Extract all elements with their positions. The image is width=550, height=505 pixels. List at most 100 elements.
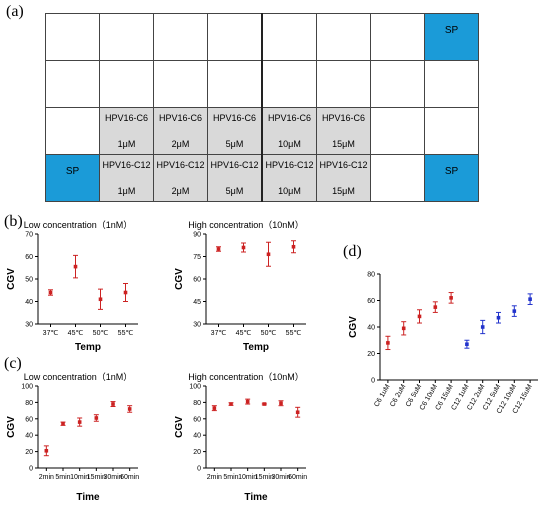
x-axis-label: Time xyxy=(76,492,100,503)
data-point xyxy=(449,296,453,300)
x-tick-label: 5min xyxy=(223,474,238,481)
plate-cell-sample: HPV16-C6 5μM xyxy=(207,107,263,155)
y-tick-label: 90 xyxy=(193,232,201,239)
plate-row: HPV16-C6 1μM HPV16-C6 2μM HPV16-C6 5μM HPV16-C… xyxy=(45,107,479,155)
data-point xyxy=(229,402,233,406)
plate-cell-label: SP xyxy=(65,166,80,177)
data-point xyxy=(123,290,128,295)
x-tick-label: 2min xyxy=(207,474,222,481)
plate-cell-label: HPV16-C12 xyxy=(210,159,259,170)
plate-layout-grid: SP HPV16-C6 1μM HPV16-C6 2μM HPV16-C6 5μM HPV16… xyxy=(45,13,479,202)
y-axis-label: CGV xyxy=(174,268,185,290)
plate-cell-label: HPV16-C6 xyxy=(321,112,366,123)
y-tick-label: 100 xyxy=(189,384,201,391)
plate-cell-sample: HPV16-C12 10μM xyxy=(261,154,317,202)
y-tick-label: 45 xyxy=(193,299,201,306)
data-point xyxy=(417,314,422,319)
data-point xyxy=(262,402,267,406)
data-point xyxy=(291,244,296,249)
plate-cell-empty xyxy=(45,60,100,108)
plate-cell-sample: HPV16-C6 10μM xyxy=(261,107,317,155)
data-point xyxy=(44,448,49,453)
data-point xyxy=(48,290,53,295)
y-tick-label: 30 xyxy=(193,322,201,329)
data-point xyxy=(98,297,103,302)
plate-cell-concentration: 5μM xyxy=(225,138,244,149)
y-axis-label: CGV xyxy=(6,416,17,438)
data-point xyxy=(111,402,115,406)
data-point xyxy=(480,325,485,329)
chart-c-low-concentration-time: Low concentration（1nM） 0 20 40 60 80 100 CGV 2mi… xyxy=(6,372,139,503)
plate-cell-sample: HPV16-C6 15μM xyxy=(316,107,371,155)
x-tick-label: 60min xyxy=(120,474,139,481)
y-tick-label: 20 xyxy=(367,351,375,358)
data-point xyxy=(241,245,246,250)
plate-cell-empty xyxy=(153,13,208,61)
plate-cell-label: HPV16-C12 xyxy=(102,159,151,170)
y-tick-label: 75 xyxy=(193,254,201,261)
plate-cell-empty xyxy=(207,60,263,108)
y-axis-label: CGV xyxy=(348,316,359,338)
y-tick-label: 40 xyxy=(25,433,33,440)
plate-cell-empty xyxy=(316,60,371,108)
panel-label-a: (a) xyxy=(6,3,24,20)
chart-b-low-concentration-temp: Low concentration（1nM） 30 40 50 60 70 CGV 37℃ 45… xyxy=(6,220,138,353)
x-tick-label: 15min xyxy=(255,474,274,481)
plate-cell-sp: SP xyxy=(424,13,479,61)
data-point xyxy=(386,341,390,345)
panel-label-d: (d) xyxy=(343,243,362,260)
plate-cell-sample: HPV16-C6 1μM xyxy=(99,107,154,155)
x-tick-label: 2min xyxy=(39,474,54,481)
plate-table: SP HPV16-C6 1μM HPV16-C6 2μM HPV16-C6 5μM HPV16… xyxy=(45,13,479,202)
y-tick-label: 80 xyxy=(367,272,375,279)
plate-cell-concentration: 1μM xyxy=(117,185,136,196)
data-point xyxy=(279,401,283,406)
plate-cell-empty xyxy=(207,13,263,61)
plate-cell-concentration: 1μM xyxy=(117,138,136,149)
y-tick-label: 100 xyxy=(21,384,33,391)
data-point xyxy=(266,252,271,257)
chart-b-high-concentration-temp: High concentration（10nM） 30 45 60 75 90 CGV 37℃… xyxy=(174,220,306,353)
data-point xyxy=(127,407,132,411)
x-tick-label: 10min xyxy=(70,474,89,481)
y-tick-label: 0 xyxy=(197,466,201,473)
y-tick-label: 50 xyxy=(25,277,33,284)
plate-cell-empty xyxy=(370,154,425,202)
y-axis-label: CGV xyxy=(174,416,185,438)
data-point xyxy=(77,420,82,424)
plate-cell-empty xyxy=(370,107,425,155)
x-tick-label: 45℃ xyxy=(68,330,84,337)
data-point xyxy=(216,247,221,251)
data-point xyxy=(401,326,406,331)
x-tick-label: 45℃ xyxy=(236,330,252,337)
plate-cell-empty xyxy=(316,13,371,61)
data-point xyxy=(528,297,532,301)
y-tick-label: 20 xyxy=(25,449,33,456)
plate-cell-empty xyxy=(45,13,100,61)
plate-cell-label: SP xyxy=(444,166,459,177)
plate-row: SP xyxy=(45,13,479,61)
plate-cell-sample: HPV16-C6 2μM xyxy=(153,107,208,155)
plate-cell-sample: HPV16-C12 15μM xyxy=(316,154,371,202)
plate-cell-concentration: 2μM xyxy=(171,138,190,149)
y-tick-label: 40 xyxy=(25,299,33,306)
plate-cell-sample: HPV16-C12 2μM xyxy=(153,154,208,202)
plate-cell-label: HPV16-C6 xyxy=(267,112,312,123)
x-tick-label: 50℃ xyxy=(261,330,277,337)
plate-cell-concentration: 15μM xyxy=(332,185,355,196)
plate-row: SP HPV16-C12 1μM HPV16-C12 2μM HPV16-C12 5μM HP… xyxy=(45,154,479,202)
plate-cell-label: HPV16-C12 xyxy=(156,159,205,170)
data-point xyxy=(73,264,78,269)
x-tick-label: 30min xyxy=(103,474,122,481)
plate-cell-label: HPV16-C6 xyxy=(104,112,149,123)
x-axis-label: Temp xyxy=(243,342,269,353)
chart-title: High concentration（10nM） xyxy=(188,372,304,382)
data-point xyxy=(496,315,501,320)
plate-row xyxy=(45,60,479,108)
data-point xyxy=(245,399,250,404)
y-tick-label: 80 xyxy=(193,400,201,407)
y-tick-label: 60 xyxy=(193,416,201,423)
x-tick-label: 15min xyxy=(87,474,106,481)
y-tick-label: 0 xyxy=(371,378,375,385)
x-tick-label: 5min xyxy=(55,474,70,481)
